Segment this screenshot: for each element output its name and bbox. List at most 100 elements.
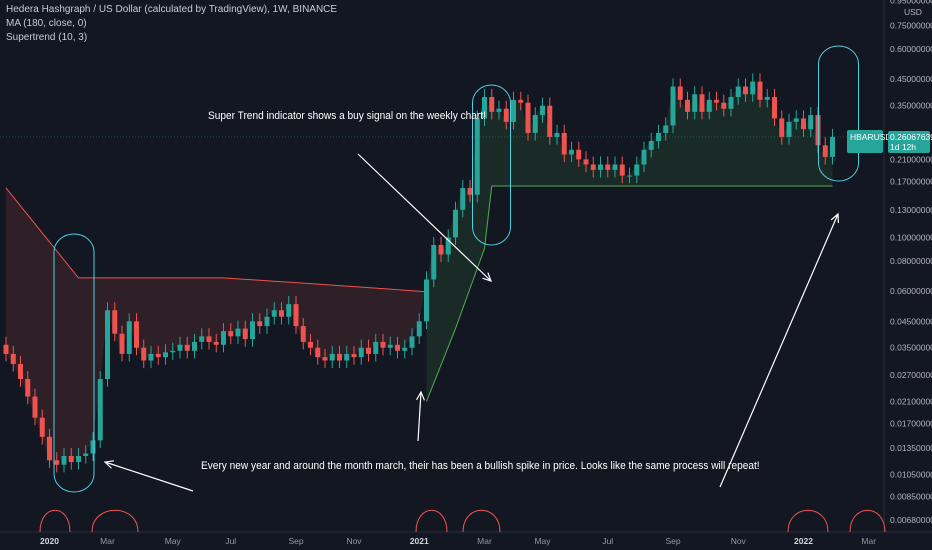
supertrend-legend[interactable]: Supertrend (10, 3) — [6, 32, 88, 43]
supertrend-down-line — [5, 187, 427, 293]
candle-body — [641, 149, 647, 165]
supertrend-up-fill — [426, 81, 833, 402]
y-tick-label: 0.01050000 — [890, 469, 932, 479]
candle-body — [822, 145, 828, 157]
ma-legend[interactable]: MA (180, close, 0) — [6, 18, 87, 29]
candle-body — [199, 336, 205, 342]
candle-body — [750, 81, 756, 95]
supertrend-up-line — [426, 185, 833, 402]
candle-body — [134, 321, 139, 348]
x-tick-label: Jul — [225, 536, 236, 546]
candle-body — [445, 237, 451, 255]
candle-body — [83, 453, 89, 456]
candle-body — [90, 440, 96, 454]
candle-body — [677, 86, 683, 100]
candle-body — [808, 115, 814, 130]
x-tick-label: 2021 — [410, 536, 429, 546]
candle-body — [3, 344, 9, 354]
candle-body — [714, 99, 719, 103]
candle-body — [18, 363, 23, 379]
cycle-arc — [39, 509, 71, 533]
arrow-2020-spike-head — [103, 460, 115, 469]
candle-body — [438, 245, 444, 255]
candle-body — [757, 81, 763, 100]
arrow-2022-spike-head — [830, 212, 839, 224]
arrow-2022-spike — [719, 213, 839, 488]
candle-body — [358, 347, 364, 358]
y-tick-label: 0.00680000 — [890, 515, 932, 525]
candle-body — [605, 164, 611, 170]
x-tick-label: Sep — [288, 536, 303, 546]
candle-body — [786, 121, 792, 137]
candle-body — [329, 353, 335, 361]
candle-body — [322, 357, 328, 361]
candle-body — [228, 331, 234, 337]
arrow-to-signal — [357, 153, 492, 282]
candle-body — [801, 118, 806, 130]
candle-body — [634, 164, 640, 176]
candle-body — [105, 310, 110, 379]
candle-body — [271, 310, 277, 317]
y-tick-label: 0.00850000 — [890, 492, 932, 502]
supertrend-down-fill — [6, 187, 427, 465]
candle-body — [670, 86, 676, 126]
candle-body — [141, 347, 147, 361]
candle-body — [779, 118, 785, 137]
candle-body — [25, 378, 31, 397]
candle-body — [76, 455, 81, 463]
candle-body — [293, 304, 299, 327]
symbol-legend[interactable]: Hedera Hashgraph / US Dollar (calculated… — [6, 4, 338, 15]
candle-body — [112, 310, 118, 334]
candle-body — [540, 105, 545, 116]
x-tick-label: May — [165, 536, 182, 546]
x-tick-label: Nov — [346, 536, 362, 546]
candle-body — [54, 460, 60, 465]
candle-body — [119, 333, 125, 354]
candle-body — [184, 344, 190, 351]
price-axis — [884, 0, 932, 550]
candle-body — [97, 378, 103, 441]
y-tick-label: 0.01700000 — [890, 419, 932, 429]
candle-body — [380, 341, 386, 348]
candle-body — [337, 353, 342, 361]
candle-body — [257, 321, 263, 327]
candle-body — [47, 436, 52, 461]
candle-body — [221, 331, 226, 345]
candle-body — [373, 341, 379, 354]
candle-body — [699, 94, 705, 112]
candle-body — [155, 353, 161, 358]
highlight-circle-2021 — [472, 84, 511, 246]
candle-body — [213, 341, 219, 345]
candle-body — [308, 341, 313, 348]
x-tick-label: Sep — [665, 536, 680, 546]
candle-body — [250, 321, 255, 340]
candle-body — [648, 141, 654, 150]
candle-body — [32, 396, 38, 418]
candle-body — [619, 164, 625, 176]
y-tick-label: 0.45000000 — [890, 74, 932, 84]
candle-body — [518, 99, 524, 103]
highlight-circle-2022 — [818, 45, 859, 182]
candle-body — [503, 108, 509, 122]
candle-body — [126, 321, 132, 354]
x-tick-label: May — [534, 536, 551, 546]
y-tick-label: 0.21000000 — [890, 154, 932, 164]
y-tick-label: 0.75000000 — [890, 21, 932, 31]
y-tick-label: 0.60000000 — [890, 44, 932, 54]
y-tick-label: 0.35000000 — [890, 101, 932, 111]
candle-body — [793, 118, 799, 122]
candle-body — [576, 149, 582, 160]
y-tick-label: 0.08000000 — [890, 256, 932, 266]
candle-body — [735, 86, 741, 98]
candle-body — [627, 175, 632, 177]
candle-body — [300, 326, 306, 342]
candle-body — [148, 353, 154, 361]
highlight-circle-2020 — [53, 233, 95, 493]
arrow-2021-spike-head — [416, 390, 425, 401]
candle-body — [525, 102, 531, 133]
candle-body — [409, 336, 415, 348]
x-tick-label: Jul — [602, 536, 613, 546]
candle-body — [315, 347, 321, 358]
candle-body — [192, 341, 197, 351]
